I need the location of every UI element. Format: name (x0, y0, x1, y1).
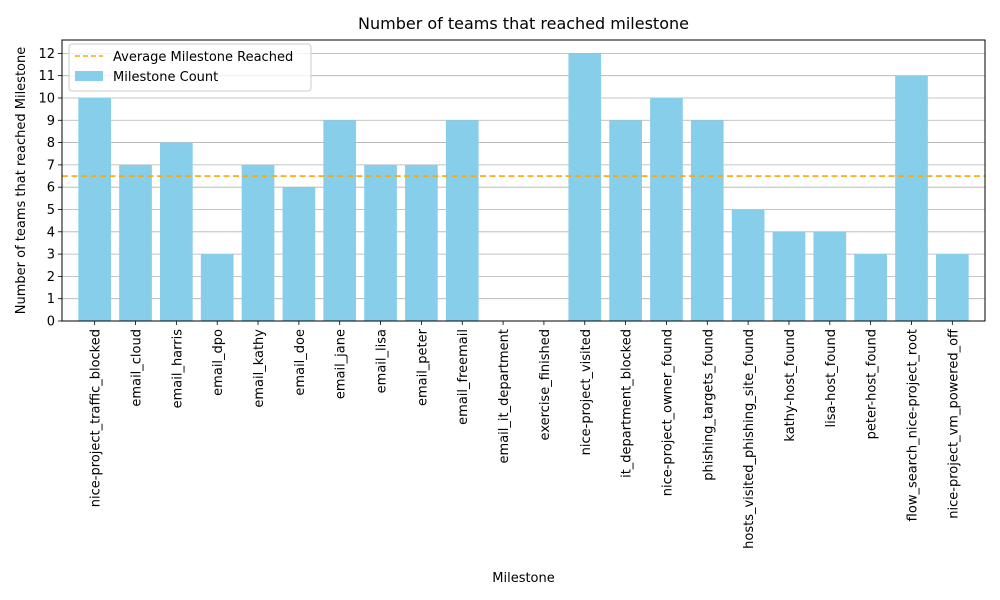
y-tick-label: 11 (38, 69, 55, 84)
x-tick-label: email_it_department (497, 329, 512, 463)
x-tick-label: kathy-host_found (783, 329, 798, 442)
legend-box (68, 43, 312, 92)
x-tick-label: phishing_targets_found (701, 329, 716, 481)
plot-frame (61, 39, 986, 322)
x-tick-label: nice-project_owner_found (660, 329, 675, 496)
x-axis-label: Milestone (492, 571, 555, 586)
bar-email_doe (282, 187, 316, 321)
x-tick-label: email_doe (293, 329, 308, 396)
y-tick-label: 0 (47, 315, 55, 330)
x-tick-label: email_peter (415, 328, 430, 406)
y-tick-label: 12 (38, 47, 55, 62)
gridlines (62, 52, 985, 322)
x-tick-label: exercise_finished (538, 329, 553, 440)
x-tick-label: email_lisa (375, 329, 390, 393)
x-tick-label: nice-project_traffic_blocked (89, 329, 104, 507)
x-tick-label: nice-project_visited (579, 329, 594, 455)
legend-milestone-count-swatch (75, 71, 103, 81)
y-tick-label: 3 (47, 248, 55, 263)
x-axis: nice-project_traffic_blocked email_cloud e… (89, 321, 961, 549)
bar-nice-project_vm_powered_off (935, 254, 969, 321)
x-tick-label: email_jane (334, 329, 349, 399)
bar-phishing_targets_found (690, 120, 724, 322)
chart-title: Number of teams that reached milestone (358, 14, 689, 33)
bar-hosts_visited_phishing_site_found (731, 209, 765, 321)
bar-email_freemail (445, 120, 479, 322)
legend-milestone-count-label: Milestone Count (113, 70, 218, 85)
x-tick-label: flow_search_nice-project_root (905, 329, 920, 521)
x-tick-label: email_freemail (456, 329, 471, 425)
y-tick-label: 1 (47, 292, 55, 307)
y-tick-label: 9 (47, 114, 55, 129)
y-tick-label: 5 (47, 203, 55, 218)
x-tick-label: email_kathy (252, 329, 267, 408)
x-tick-label: email_dpo (211, 329, 226, 396)
bar-email_lisa (364, 164, 397, 321)
x-tick-label: hosts_visited_phishing_site_found (742, 329, 757, 549)
bar-email_kathy (241, 164, 275, 321)
y-tick-label: 6 (47, 181, 55, 196)
bar-email_jane (323, 120, 357, 322)
bar-peter-host_found (854, 254, 887, 321)
bar-email_harris (160, 142, 193, 321)
bar-it_department_blocked (609, 120, 642, 322)
bar-email_dpo (200, 254, 234, 321)
bar-email_cloud (119, 164, 152, 321)
bar-email_peter (405, 164, 438, 321)
y-tick-label: 7 (47, 158, 55, 173)
bar-nice-project_owner_found (650, 97, 683, 321)
legend: Average Milestone Reached Milestone Coun… (68, 43, 312, 92)
x-tick-label: it_department_blocked (620, 329, 635, 478)
y-axis-label: Number of teams that reached Milestone (14, 47, 29, 314)
legend-average-line-label: Average Milestone Reached (113, 50, 293, 65)
x-tick-label: peter-host_found (865, 329, 880, 439)
bar-flow_search_nice-project_root (895, 75, 928, 321)
y-tick-label: 2 (47, 270, 55, 285)
bar-kathy-host_found (772, 231, 806, 321)
bars (78, 53, 969, 322)
x-tick-label: email_harris (170, 329, 185, 409)
bar-nice-project_visited (568, 53, 602, 321)
x-tick-label: lisa-host_found (824, 329, 839, 427)
y-tick-label: 4 (47, 225, 55, 240)
y-tick-label: 10 (38, 91, 55, 106)
bar-lisa-host_found (813, 231, 847, 321)
bar-nice-project_traffic_blocked (78, 97, 112, 321)
x-tick-label: email_cloud (130, 329, 145, 407)
x-tick-label: nice-project_vm_powered_off (946, 328, 961, 519)
y-tick-label: 8 (47, 136, 55, 151)
